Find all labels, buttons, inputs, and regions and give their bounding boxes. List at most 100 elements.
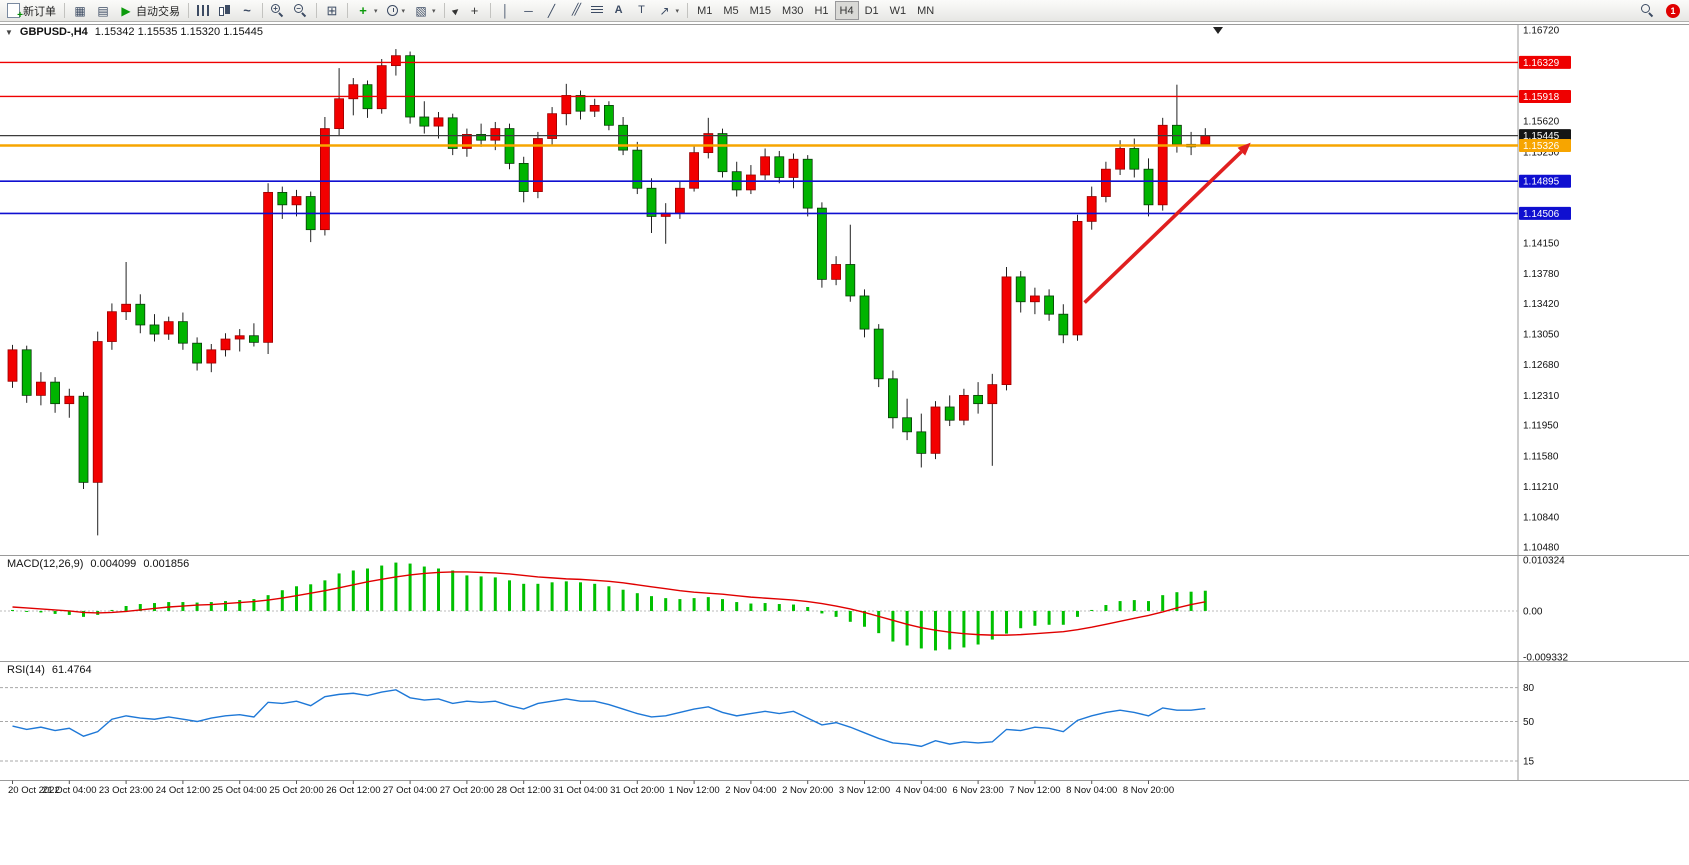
trend-arrow-head bbox=[1237, 142, 1251, 156]
rsi-line bbox=[12, 689, 1206, 748]
price-tick-label: 1.11210 bbox=[1523, 482, 1559, 493]
line-chart-icon: ~ bbox=[243, 3, 251, 18]
tf-m30-button[interactable]: M30 bbox=[777, 1, 808, 20]
tf-w1-label: W1 bbox=[889, 4, 907, 17]
profiles-button[interactable]: ▤ bbox=[92, 1, 114, 20]
tf-h4-label: H4 bbox=[839, 4, 854, 17]
zoom-out-button[interactable] bbox=[290, 1, 312, 20]
zoom-in-button[interactable] bbox=[267, 1, 289, 20]
chart-shift-marker[interactable] bbox=[1213, 27, 1223, 34]
tf-m15-label: M15 bbox=[749, 4, 772, 17]
time-tick-label: 28 Oct 12:00 bbox=[496, 785, 550, 796]
price-badge-label: 1.16329 bbox=[1523, 58, 1560, 69]
new-order-button[interactable]: 新订单 bbox=[3, 1, 60, 21]
search-button[interactable] bbox=[1637, 1, 1659, 20]
price-tick-label: 1.13780 bbox=[1523, 269, 1560, 280]
notification-badge[interactable]: 1 bbox=[1666, 3, 1680, 18]
zoom-in-icon bbox=[271, 3, 285, 18]
time-tick-label: 4 Nov 04:00 bbox=[896, 785, 947, 796]
macd-tick-label: 0.010324 bbox=[1523, 556, 1565, 567]
bar-chart-button[interactable] bbox=[193, 1, 213, 20]
tf-w1-button[interactable]: W1 bbox=[885, 1, 912, 20]
price-tick-label: 1.16720 bbox=[1523, 26, 1560, 37]
chart-background bbox=[0, 22, 1689, 865]
auto-trading-button[interactable]: ▶ 自动交易 bbox=[115, 1, 184, 20]
line-chart-button[interactable]: ~ bbox=[236, 1, 258, 20]
trendline-button[interactable]: ╱ bbox=[541, 1, 563, 20]
toolbar: 新订单▦▤▶自动交易~⊞+▾▾▧▾+│─╱╱╱AT↗▾M1M5M15M30H1H… bbox=[0, 0, 1689, 22]
price-tick-label: 1.15250 bbox=[1523, 147, 1560, 158]
horizontal-line-button[interactable]: ─ bbox=[518, 1, 540, 20]
price-badge-label: 1.15445 bbox=[1523, 131, 1560, 142]
collapse-caret-icon[interactable]: ▼ bbox=[5, 27, 13, 37]
cursor-button[interactable] bbox=[449, 1, 463, 20]
bars-icon bbox=[197, 5, 209, 16]
chart-symbol-title: ▼ GBPUSD-,H4 1.15342 1.15535 1.15320 1.1… bbox=[5, 26, 263, 38]
tf-d1-button[interactable]: D1 bbox=[860, 1, 884, 20]
fibonacci-button[interactable] bbox=[587, 1, 607, 20]
tf-h4-button[interactable]: H4 bbox=[834, 1, 859, 20]
price-tick-label: 1.10480 bbox=[1523, 543, 1560, 554]
tf-m15-button[interactable]: M15 bbox=[745, 1, 776, 20]
tf-h1-label: H1 bbox=[814, 4, 829, 17]
toolbar-buttons: 新订单▦▤▶自动交易~⊞+▾▾▧▾+│─╱╱╱AT↗▾M1M5M15M30H1H… bbox=[3, 1, 939, 21]
price-tick-label: 1.15620 bbox=[1523, 117, 1560, 128]
macd-main-value: 0.004099 bbox=[90, 558, 137, 570]
price-tick-label: 1.13050 bbox=[1523, 330, 1560, 341]
text-button[interactable]: A bbox=[608, 1, 630, 20]
arrows-icon: ↗ bbox=[659, 3, 670, 18]
crosshair-icon: + bbox=[470, 3, 479, 18]
macd-label: MACD(12,26,9) 0.004099 0.001856 bbox=[7, 558, 189, 570]
time-tick-label: 1 Nov 12:00 bbox=[668, 785, 719, 796]
chart-symbol-period: GBPUSD-,H4 bbox=[19, 26, 88, 38]
tf-m1-button[interactable]: M1 bbox=[692, 1, 717, 20]
time-tick-label: 27 Oct 04:00 bbox=[383, 785, 437, 796]
price-tick-label: 1.11950 bbox=[1523, 421, 1559, 432]
indicators-button[interactable]: + ▾ bbox=[352, 1, 382, 20]
price-badge-label: 1.15918 bbox=[1523, 92, 1560, 103]
time-tick-label: 8 Nov 20:00 bbox=[1123, 785, 1174, 796]
channel-button[interactable]: ╱╱ bbox=[564, 1, 586, 20]
price-badge-label: 1.14895 bbox=[1523, 177, 1560, 188]
tf-h1-button[interactable]: H1 bbox=[809, 1, 833, 20]
candle-chart-button[interactable] bbox=[214, 1, 235, 20]
search-icon bbox=[1641, 3, 1655, 18]
periods-button[interactable]: ▾ bbox=[383, 1, 410, 20]
time-tick-label: 27 Oct 20:00 bbox=[440, 785, 494, 796]
tf-m5-button[interactable]: M5 bbox=[718, 1, 743, 20]
templates-button[interactable]: ▧ ▾ bbox=[410, 1, 440, 20]
toolbar-separator bbox=[64, 3, 65, 18]
vertical-line-button[interactable]: │ bbox=[495, 1, 517, 20]
candles-icon bbox=[218, 4, 231, 17]
rsi-tick-label: 15 bbox=[1523, 757, 1535, 768]
text-label-button[interactable]: T bbox=[631, 1, 653, 20]
trend-arrow[interactable] bbox=[1083, 150, 1243, 304]
toolbar-separator bbox=[188, 3, 189, 18]
tf-mn-button[interactable]: MN bbox=[912, 1, 939, 20]
chart-windows-button[interactable]: ▦ bbox=[69, 1, 91, 20]
price-badge bbox=[1519, 55, 1571, 69]
price-badge-label: 1.14506 bbox=[1523, 209, 1560, 220]
price-badge bbox=[1519, 174, 1571, 188]
rsi-value: 61.4764 bbox=[51, 664, 92, 676]
time-tick-label: 2 Nov 04:00 bbox=[725, 785, 776, 796]
indicators-icon: + bbox=[359, 3, 367, 18]
auto-trading-label: 自动交易 bbox=[136, 5, 180, 18]
toolbar-separator bbox=[262, 3, 263, 18]
price-badge bbox=[1519, 89, 1571, 103]
label-icon: T bbox=[638, 4, 645, 16]
channel-icon: ╱╱ bbox=[571, 4, 581, 16]
price-tick-label: 1.13420 bbox=[1523, 299, 1560, 310]
macd-indicator-name: MACD(12,26,9) bbox=[7, 558, 84, 570]
price-chart[interactable]: 1.16720 1.15620 1.15250 1.14150 1.13780 1.134… bbox=[0, 22, 1689, 865]
crosshair-button[interactable]: + bbox=[464, 1, 486, 20]
dropdown-caret-icon: ▾ bbox=[675, 7, 680, 15]
time-tick-label: 24 Oct 12:00 bbox=[156, 785, 210, 796]
time-tick-label: 6 Nov 23:00 bbox=[952, 785, 1003, 796]
text-icon: A bbox=[614, 4, 623, 16]
price-tick-label: 1.14150 bbox=[1523, 238, 1560, 249]
hline-icon: ─ bbox=[524, 3, 533, 18]
arrow-tools-button[interactable]: ↗ ▾ bbox=[654, 1, 684, 20]
tile-windows-button[interactable]: ⊞ bbox=[321, 1, 343, 20]
tf-m1-label: M1 bbox=[697, 4, 713, 17]
